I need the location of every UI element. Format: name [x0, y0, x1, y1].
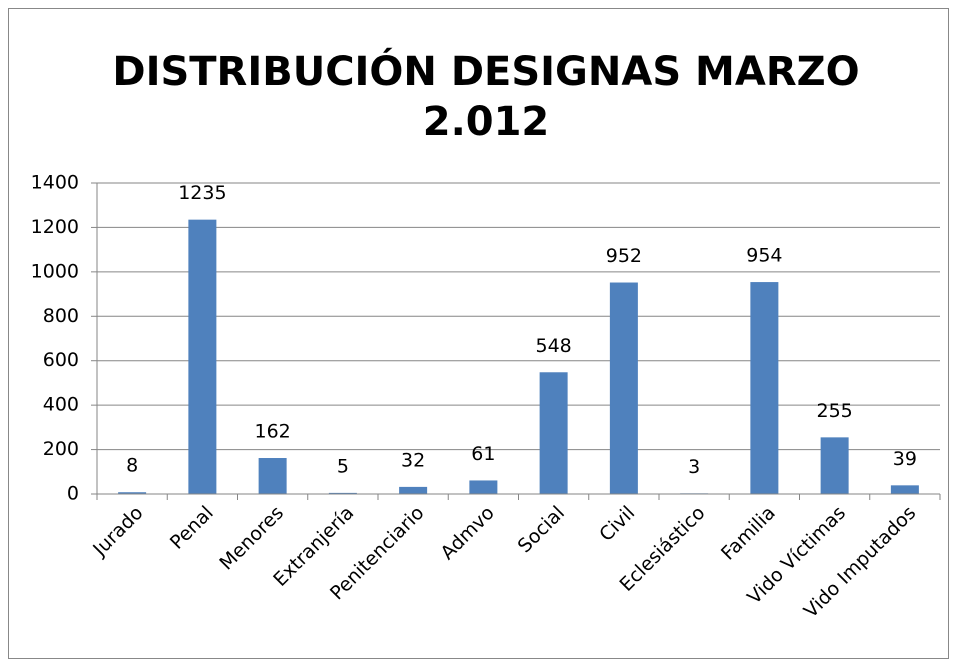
data-label: 548 — [535, 335, 571, 357]
y-tick-label: 800 — [43, 305, 79, 327]
y-tick-label: 1000 — [31, 260, 79, 282]
bar — [188, 219, 217, 494]
data-label: 162 — [254, 421, 290, 443]
data-label: 1235 — [178, 182, 226, 204]
y-tick-label: 600 — [43, 349, 79, 371]
chart-title: 2.012 — [423, 99, 550, 145]
bar — [399, 486, 428, 494]
data-label: 255 — [816, 400, 852, 422]
data-label: 5 — [337, 455, 349, 477]
bar — [258, 458, 287, 494]
data-label: 952 — [606, 245, 642, 267]
y-tick-label: 200 — [43, 438, 79, 460]
chart-title: DISTRIBUCIÓN DESIGNAS MARZO — [112, 47, 859, 95]
data-label: 39 — [893, 448, 917, 470]
bar — [539, 372, 568, 494]
bar — [118, 492, 147, 494]
data-label: 61 — [471, 443, 495, 465]
data-label: 32 — [401, 449, 425, 471]
chart-frame — [8, 8, 949, 659]
bar — [750, 282, 779, 494]
bar — [890, 485, 919, 494]
data-label: 3 — [688, 456, 700, 478]
bar — [609, 282, 638, 494]
y-tick-label: 0 — [67, 483, 79, 505]
y-tick-label: 400 — [43, 394, 79, 416]
data-label: 8 — [126, 455, 138, 477]
bar — [469, 480, 498, 494]
data-label: 954 — [746, 245, 782, 267]
y-tick-label: 1200 — [31, 216, 79, 238]
bar — [328, 492, 357, 494]
y-tick-label: 1400 — [31, 172, 79, 194]
bar — [820, 437, 849, 494]
